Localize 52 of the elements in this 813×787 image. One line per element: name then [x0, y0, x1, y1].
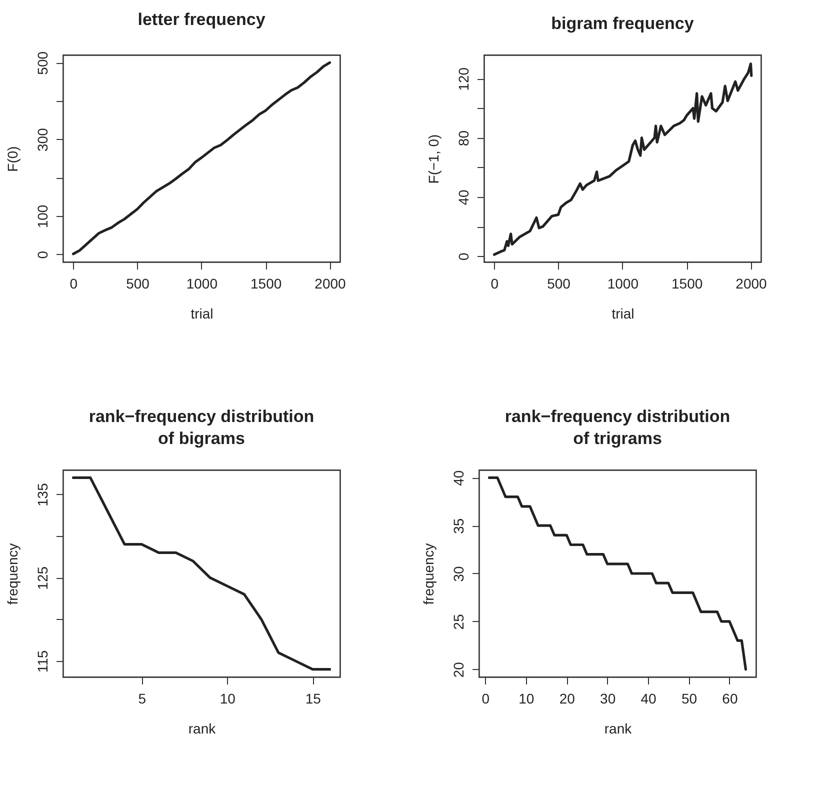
line-series — [72, 476, 332, 671]
x-tick-label: 500 — [126, 276, 150, 292]
x-tick-label: 0 — [70, 276, 78, 292]
y-axis-title: frequency — [420, 543, 436, 605]
x-axis-title: rank — [188, 720, 217, 736]
chart-title: letter frequency — [138, 10, 266, 29]
x-tick-label: 20 — [559, 690, 576, 706]
y-axis-title: frequency — [4, 543, 20, 605]
y-tick-label: 300 — [34, 128, 50, 152]
y-tick-label: 125 — [34, 566, 50, 590]
x-tick-label: 50 — [681, 690, 698, 706]
y-tick-label: 120 — [456, 67, 472, 91]
y-tick-label: 25 — [450, 614, 466, 630]
y-tick-label: 40 — [456, 189, 472, 206]
y-tick-label: 115 — [34, 650, 50, 673]
line-series — [72, 61, 332, 256]
x-tick-label: 60 — [722, 690, 738, 706]
x-tick-label: 0 — [482, 690, 490, 706]
x-tick-label: 1000 — [186, 276, 218, 292]
y-tick-label: 35 — [450, 518, 466, 534]
x-tick-label: 2000 — [736, 276, 768, 292]
y-tick-label: 0 — [34, 250, 50, 259]
x-tick-label: 2000 — [314, 276, 346, 292]
x-axis-title: trial — [612, 306, 634, 322]
x-axis-title: trial — [190, 306, 214, 322]
chart-title: bigram frequency — [551, 14, 694, 33]
y-tick-label: 80 — [456, 130, 472, 146]
y-tick-label: 20 — [450, 662, 466, 678]
y-tick-label: 30 — [450, 566, 466, 582]
x-tick-label: 10 — [220, 690, 236, 706]
y-tick-label: 0 — [456, 252, 472, 260]
x-axis-title: rank — [604, 720, 633, 736]
chart-title: rank−frequency distribution of trigrams — [504, 406, 730, 448]
x-tick-label: 1000 — [607, 276, 639, 292]
y-tick-label: 40 — [450, 470, 466, 486]
x-tick-label: 5 — [138, 690, 146, 706]
chart-title: rank−frequency distribution of bigrams — [88, 407, 314, 448]
line-series — [488, 476, 748, 671]
y-tick-label: 135 — [34, 482, 50, 507]
y-axis-title: F(−1, 0) — [426, 134, 442, 184]
x-tick-label: 30 — [600, 690, 616, 706]
y-tick-label: 500 — [34, 51, 50, 75]
x-tick-label: 40 — [640, 690, 657, 706]
x-tick-label: 1500 — [672, 276, 703, 292]
x-tick-label: 15 — [305, 690, 322, 706]
y-tick-label: 100 — [34, 204, 50, 228]
x-tick-label: 10 — [518, 690, 534, 706]
x-tick-label: 0 — [490, 276, 499, 292]
y-axis-title: F(0) — [4, 146, 20, 172]
x-tick-label: 500 — [547, 276, 571, 292]
line-series — [492, 62, 753, 256]
x-tick-label: 1500 — [250, 276, 282, 292]
